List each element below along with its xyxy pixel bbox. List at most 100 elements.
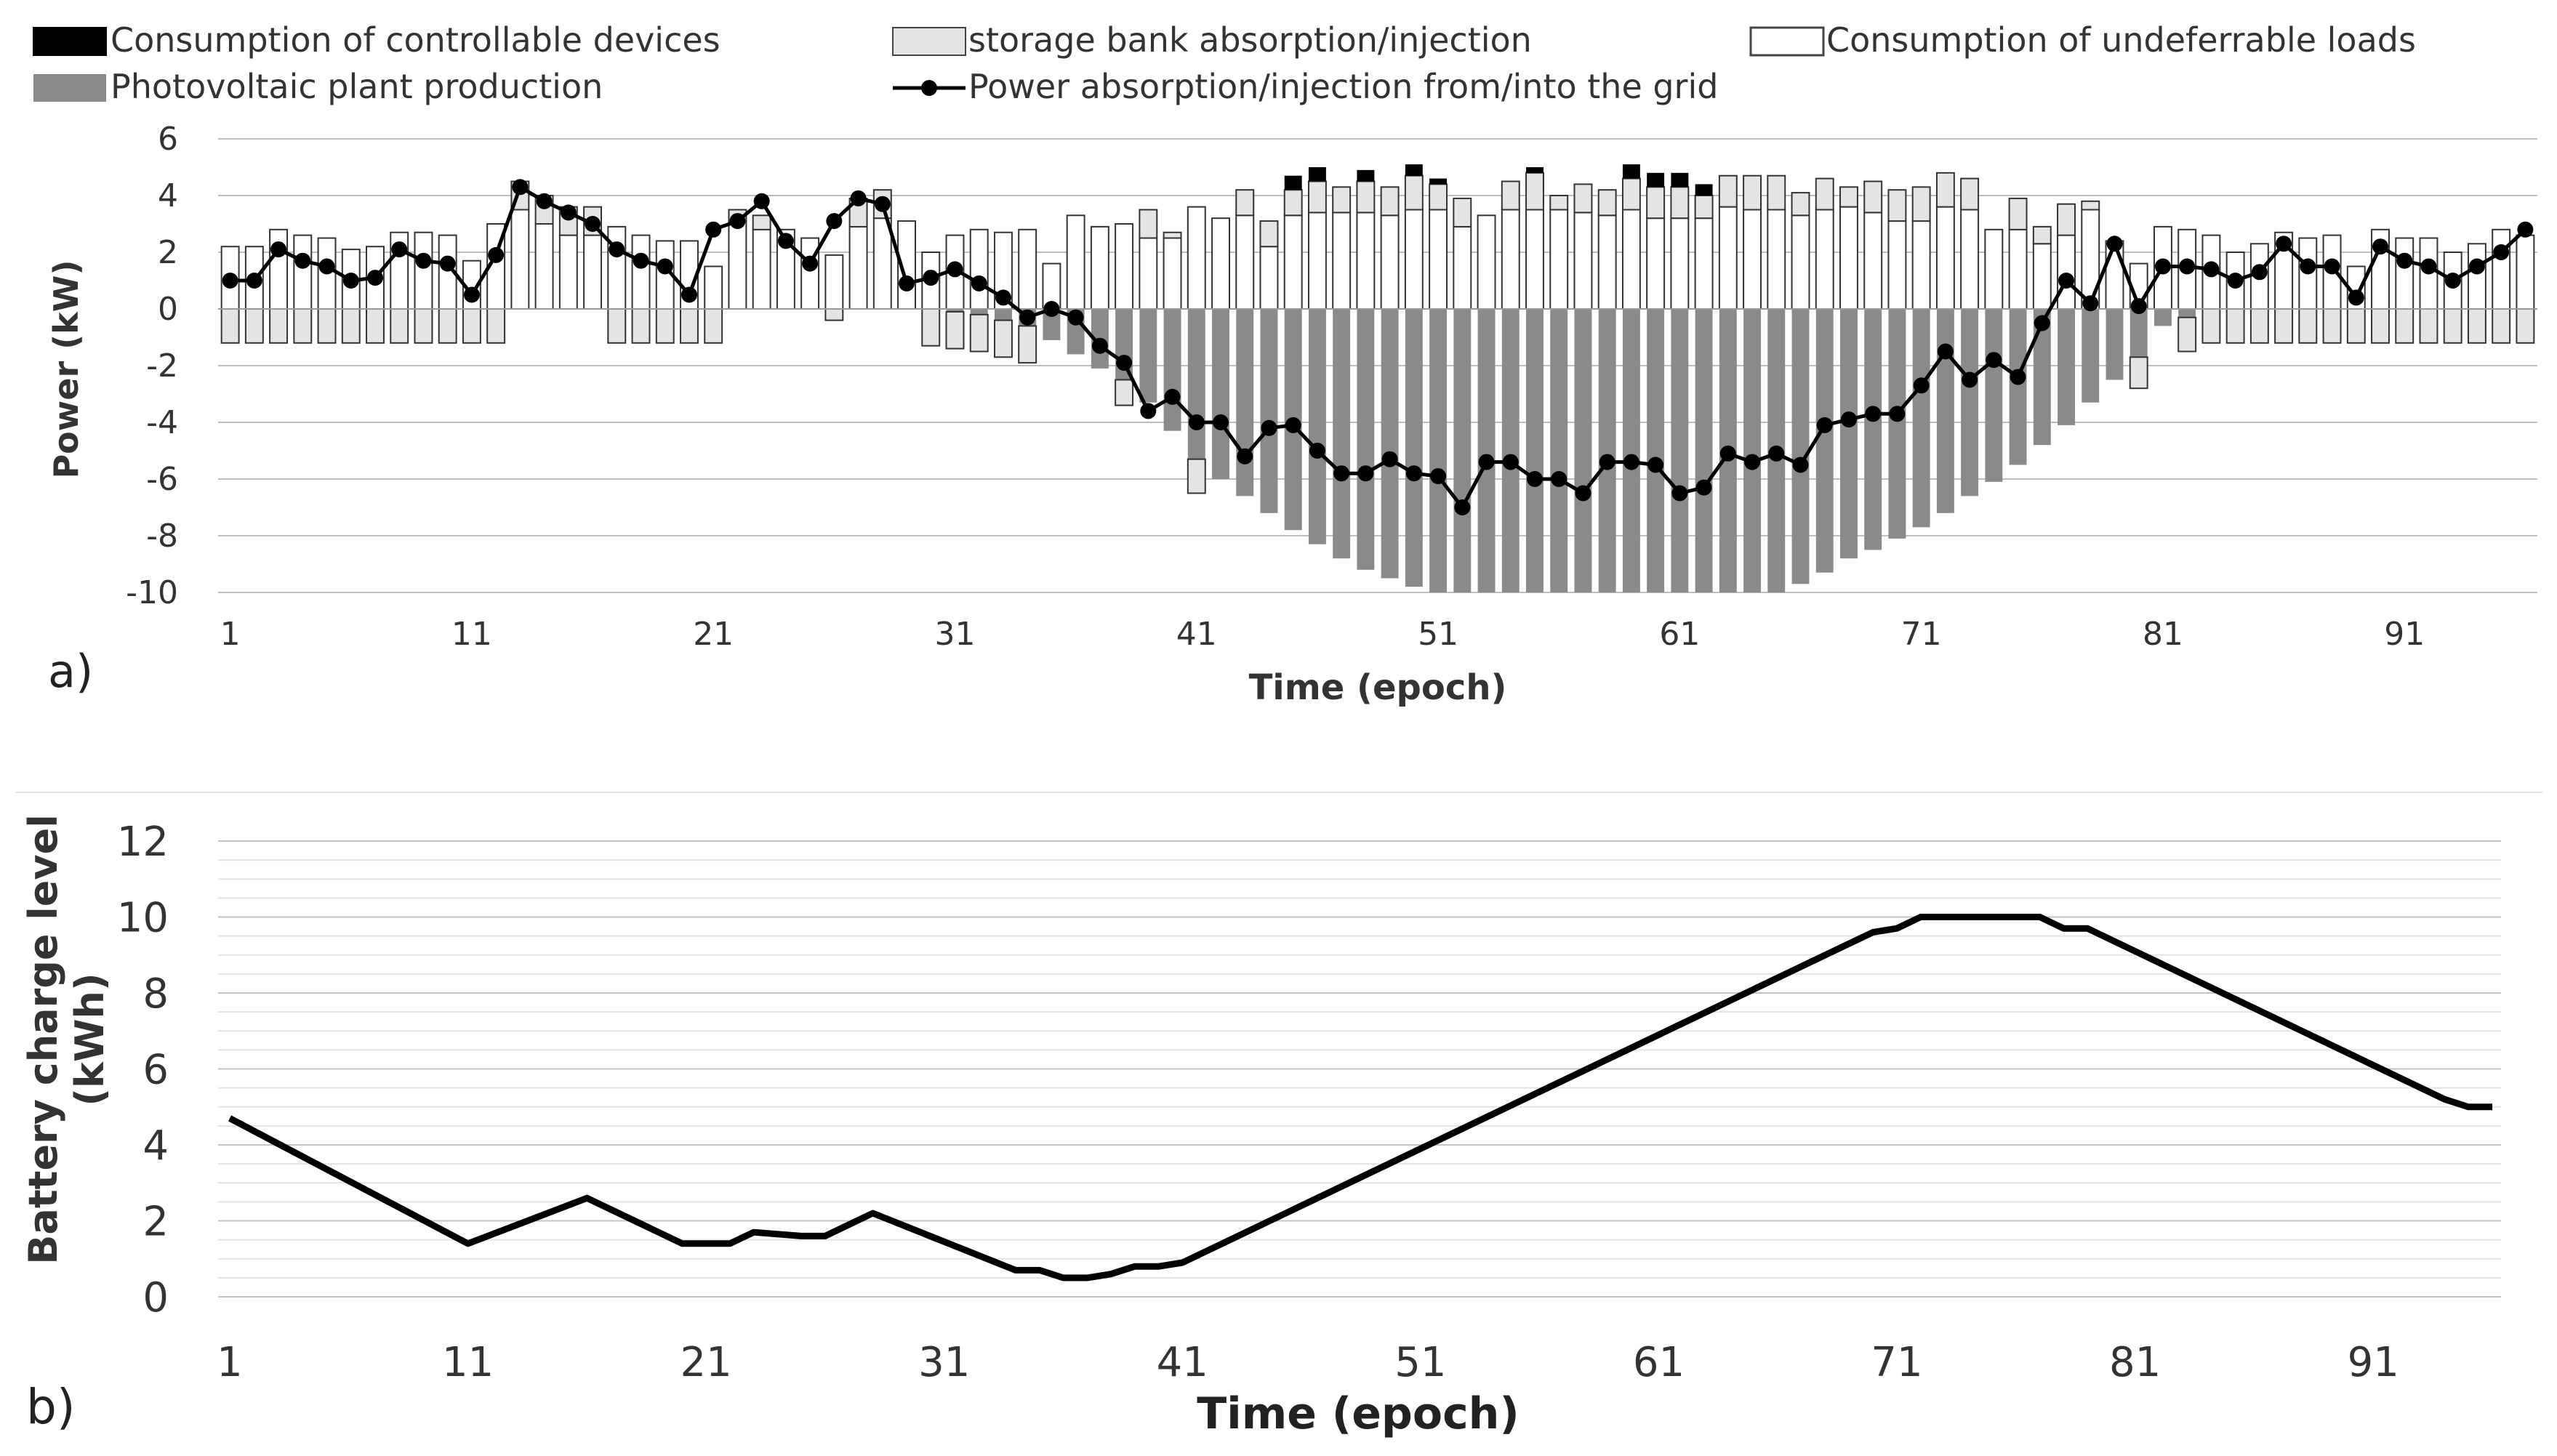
pv-bar [1791,309,1810,584]
storage-bar [1863,180,1883,214]
pv-bar [1888,309,1906,539]
grid-power-point [2348,289,2364,306]
grid-power-point [2276,236,2292,252]
undeferrable-bar [1935,206,1955,310]
grid-power-point [802,255,819,272]
storage-bar [945,310,965,350]
legend-label-grid: Power absorption/injection from/into the… [968,67,1718,106]
undeferrable-bar [1501,209,1520,310]
storage-bar [1404,174,1424,211]
grid-power-point [1188,414,1205,430]
undeferrable-bar [1984,228,2004,310]
y-tick-label-b: 8 [142,970,169,1018]
grid-power-point [1116,355,1133,371]
pv-bar [1453,309,1472,592]
undeferrable-bar [1621,209,1641,310]
x-tick-label-b: 61 [1633,1339,1685,1386]
controllable-bar [1526,167,1544,173]
undeferrable-bar [1767,209,1786,310]
storage-bar [390,308,409,344]
grid-power-point [1695,479,1712,496]
storage-bar [1501,180,1520,211]
x-tick-label-b: 91 [2348,1339,2399,1386]
undeferrable-bar [1211,217,1230,310]
pv-bar [2106,309,2124,380]
pv-bar [1550,309,1568,592]
undeferrable-bar [728,220,747,310]
pv-bar [1429,309,1448,592]
grid-power-point [585,216,601,232]
grid-power-point [270,241,287,258]
grid-power-point [1889,406,1906,422]
storage-bar [1839,186,1858,208]
grid-power-point [729,213,746,230]
pv-bar [1743,309,1762,592]
grid-power-point [850,190,867,206]
undeferrable-bar [2467,243,2486,310]
grid-power-point [1213,414,1229,430]
x-axis-ticks-a: 1 11 21 31 41 51 61 71 81 91 [220,616,2425,653]
grid-power-point [874,196,891,212]
controllable-bar [1647,172,1665,188]
undeferrable-bar [1815,209,1834,310]
grid-power-point [609,241,625,258]
x-axis-ticks-b: 1 11 21 31 41 51 61 71 81 91 [217,1339,2399,1386]
grid-power-point [391,241,408,258]
pv-bar [2153,309,2172,326]
x-tick-label-a: 11 [451,616,492,653]
grid-power-point [1792,456,1809,473]
grid-power-point [1478,454,1495,470]
undeferrable-bar [2057,234,2076,310]
y-tick-label-a: -4 [146,404,178,441]
y-axis-title-b-line2: (kWh) [67,973,113,1106]
panel-b-label: b) [26,1379,76,1435]
undeferrable-bar [583,234,603,310]
y-axis-ticks-a: 6 4 2 0 -2 -4 -6 -8 -10 [126,121,178,611]
grid-power-point [1405,465,1422,482]
storage-bar [1718,174,1738,208]
storage-bar [1115,379,1134,406]
storage-bar [993,319,1013,358]
grid-power-point [2517,221,2534,238]
controllable-bar [1357,169,1375,182]
undeferrable-bar [1429,209,1448,310]
x-tick-label-a: 31 [934,616,975,653]
y-tick-label-b: 4 [142,1122,169,1170]
legend-item-grid: Power absorption/injection from/into the… [893,67,1718,106]
pv-bar [1260,309,1278,513]
y-tick-label-b: 2 [142,1199,169,1246]
pv-bar [1840,309,1858,559]
grid-power-point [1140,403,1157,419]
grid-power-point [2130,298,2147,315]
pv-bar [1477,309,1496,592]
storage-bar [2492,308,2511,344]
storage-bar [1646,186,1666,220]
undeferrable-bar [1477,214,1496,310]
pv-bar [1961,309,1979,496]
grid-power-point [1333,465,1350,482]
grid-power-point [2010,369,2026,385]
grid-power-point [1309,443,1325,459]
grid-power-point [512,179,529,196]
controllable-bar [1284,175,1302,190]
pv-bar [1043,309,1061,340]
undeferrable-bar [414,231,433,310]
grid-power-point [2444,273,2461,289]
storage-bar [1694,195,1714,220]
grid-power-point [2324,258,2340,275]
grid-power-point [1237,448,1253,464]
legend-marker-grid [921,80,937,96]
undeferrable-bar [872,217,892,310]
storage-bar [1815,177,1834,211]
grid-power-point [899,275,915,291]
grid-power-point [2251,264,2268,281]
controllable-bar [1622,164,1640,179]
storage-bar [2201,308,2221,344]
grid-power-point [1430,468,1447,485]
undeferrable-bar [1018,228,1037,310]
x-axis-title-b: Time (epoch) [1197,1388,1520,1439]
grid-power-point [1816,417,1833,433]
undeferrable-bar [1066,214,1085,310]
storage-bar [293,308,313,344]
